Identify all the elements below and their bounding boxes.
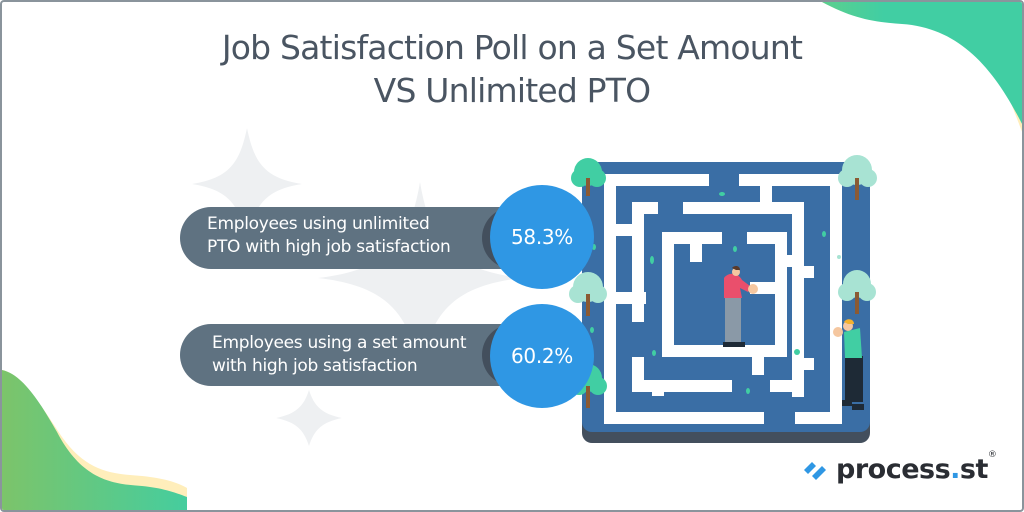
title-line-2: VS Unlimited PTO [373, 71, 651, 110]
stat-label-line-1: Employees using a set amount [212, 333, 467, 353]
stat-label-bar-unlimited-pto [180, 207, 510, 269]
stat-value-unlimited-pto: 58.3% [510, 225, 574, 249]
tree-top-right [838, 155, 877, 200]
maze-illustration [569, 155, 877, 443]
stat-value-circle-unlimited-pto: 58.3% [490, 185, 594, 289]
stat-value-set-amount: 60.2% [510, 344, 574, 368]
sparkle-star-1 [192, 128, 302, 242]
bottom-left-green-wave [2, 370, 187, 510]
person-green-shirt [833, 319, 864, 410]
tree-top-left [571, 158, 606, 196]
stat-label-bar-set-amount [180, 324, 510, 386]
title-line-1: Job Satisfaction Poll on a Set Amount [221, 28, 803, 67]
stat-label-unlimited-pto: Employees using unlimited PTO with high … [207, 213, 451, 259]
tree-mid-left [569, 272, 607, 316]
sparkle-star-3 [276, 390, 342, 446]
process-st-logo-icon [804, 461, 826, 480]
page-title: Job Satisfaction Poll on a Set Amount VS… [2, 26, 1022, 112]
logo-wordmark: process.st® [836, 450, 997, 485]
person-red-shirt [723, 265, 758, 347]
stat-label-line-1: Employees using unlimited [207, 214, 430, 234]
sparkle-star-2 [318, 182, 522, 374]
stat-label-line-2: with high job satisfaction [212, 356, 418, 376]
process-st-logo: process.st® [802, 450, 997, 485]
stat-label-line-2: PTO with high job satisfaction [207, 237, 451, 257]
top-right-green-wave [822, 2, 1022, 125]
stat-label-set-amount: Employees using a set amount with high j… [212, 332, 466, 378]
stat-value-circle-set-amount: 60.2% [490, 304, 594, 408]
tree-mid-right [838, 270, 876, 314]
